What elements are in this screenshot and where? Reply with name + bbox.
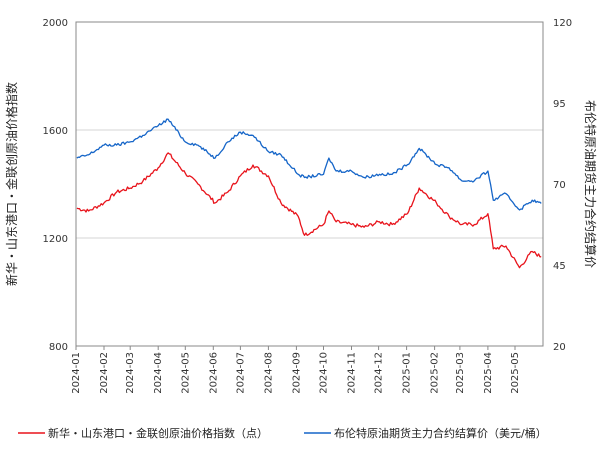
x-tick-label: 2025-05: [510, 352, 521, 394]
series-line-index: [76, 152, 542, 269]
x-tick-label: 2025-03: [455, 352, 466, 394]
left-y-tick-label: 1200: [43, 234, 68, 245]
series-lines: [76, 118, 542, 269]
x-tick-label: 2024-09: [291, 352, 302, 394]
right-y-tick-label: 45: [553, 261, 566, 272]
left-y-tick-labels: 800 1200 1600 2000: [43, 18, 68, 353]
x-tick-label: 2025-04: [483, 352, 494, 394]
series-line-brent: [76, 118, 542, 211]
x-tick-label: 2024-12: [374, 352, 385, 394]
x-tick-label: 2024-10: [319, 352, 330, 394]
gridlines: [76, 129, 543, 239]
x-tick-label: 2024-07: [235, 352, 246, 394]
x-tick-label: 2025-02: [430, 352, 441, 394]
left-y-tick-label: 800: [49, 342, 68, 353]
legend: 新华・山东港口・金联创原油价格指数（点） 布伦特原油期货主力合约结算价（美元/桶…: [18, 426, 547, 440]
right-y-tick-labels: 20 45 70 95 120: [553, 18, 572, 353]
x-tick-label: 2024-01: [71, 352, 82, 394]
x-tick-label: 2024-02: [99, 352, 110, 394]
left-axis-title: 新华・山东港口・金联创原油价格指数: [4, 82, 19, 286]
right-y-tick-label: 70: [553, 180, 566, 191]
x-tick-label: 2024-03: [125, 352, 136, 394]
x-tick-label: 2024-05: [180, 352, 191, 394]
legend-label-index: 新华・山东港口・金联创原油价格指数（点）: [48, 426, 268, 440]
x-tick-labels: 2024-01 2024-02 2024-03 2024-04 2024-05 2024-…: [71, 346, 521, 394]
right-y-tick-label: 95: [553, 99, 566, 110]
left-y-tick-label: 1600: [43, 126, 68, 137]
x-tick-label: 2024-08: [263, 352, 274, 394]
plot-frame: [75, 21, 544, 347]
x-tick-label: 2024-06: [208, 352, 219, 394]
right-y-tick-label: 120: [553, 18, 572, 29]
x-tick-label: 2025-01: [402, 352, 413, 394]
right-axis-title: 布伦特原油期货主力合约结算价: [583, 100, 598, 268]
right-y-tick-label: 20: [553, 342, 566, 353]
x-tick-label: 2024-04: [153, 352, 164, 394]
left-y-tick-label: 2000: [43, 18, 68, 29]
legend-label-brent: 布伦特原油期货主力合约结算价（美元/桶）: [334, 426, 547, 440]
x-tick-label: 2024-11: [347, 352, 358, 394]
